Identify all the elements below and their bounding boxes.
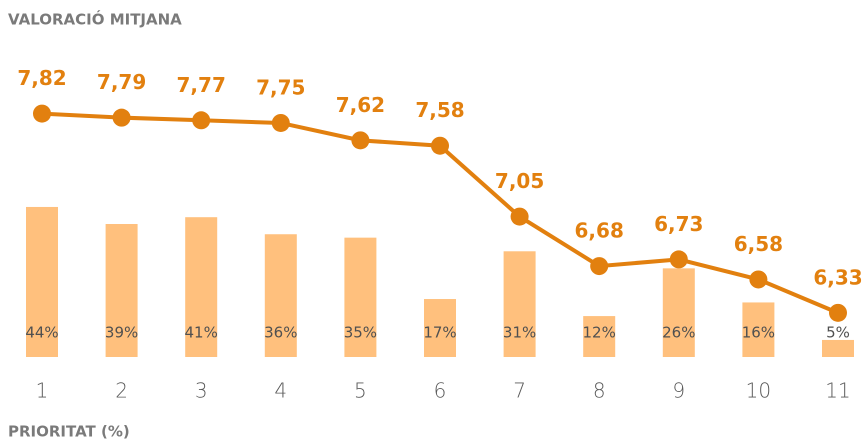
x-tick-label: 2 xyxy=(115,379,128,403)
bar xyxy=(264,234,297,357)
line-point xyxy=(431,136,449,155)
line-point xyxy=(590,257,609,276)
line-point xyxy=(829,303,847,322)
bar-value-label: 36% xyxy=(264,324,297,342)
x-tick-label: 6 xyxy=(434,379,447,403)
bar-value-label: 17% xyxy=(423,324,456,342)
x-tick-label: 10 xyxy=(746,379,771,403)
line-value-label: 7,82 xyxy=(17,66,66,90)
bar xyxy=(26,206,58,357)
bar-value-label: 39% xyxy=(105,324,138,342)
bar-value-label: 35% xyxy=(344,324,377,342)
x-tick-label: 3 xyxy=(195,379,208,403)
line-point xyxy=(351,131,370,150)
bar-value-label: 41% xyxy=(185,324,218,342)
bar-value-label: 31% xyxy=(503,324,536,342)
line-value-label: 7,79 xyxy=(97,70,146,94)
bar-value-label: 44% xyxy=(25,324,58,342)
bar-series-title: PRIORITAT (%) xyxy=(8,423,130,441)
line-value-label: 6,33 xyxy=(813,265,862,289)
x-tick-label: 9 xyxy=(672,379,685,403)
line-value-label: 7,62 xyxy=(336,93,385,117)
line-point xyxy=(271,113,290,132)
line-point xyxy=(112,108,131,127)
bar xyxy=(742,302,775,357)
bar xyxy=(503,251,536,357)
line-value-label: 7,58 xyxy=(415,98,464,122)
line-value-label: 6,73 xyxy=(654,212,703,236)
line-series-title: VALORACIÓ MITJANA xyxy=(8,10,182,29)
bar xyxy=(822,339,854,357)
bar xyxy=(662,268,695,357)
line-point xyxy=(192,111,211,130)
x-tick-label: 8 xyxy=(593,379,606,403)
line-point xyxy=(749,270,768,289)
line-point xyxy=(669,250,688,269)
line-point xyxy=(510,207,529,226)
line-value-label: 7,77 xyxy=(177,73,226,97)
bar xyxy=(185,217,218,357)
x-tick-label: 4 xyxy=(274,379,287,403)
x-tick-label: 7 xyxy=(513,379,526,403)
line-value-label: 6,68 xyxy=(575,219,624,243)
bar xyxy=(105,224,138,357)
bar-value-label: 26% xyxy=(662,324,695,342)
bar xyxy=(424,299,456,357)
line-value-label: 7,75 xyxy=(256,75,305,99)
x-tick-label: 5 xyxy=(354,379,367,403)
bar-value-label: 12% xyxy=(583,324,616,342)
line-value-label: 7,05 xyxy=(495,169,544,193)
bar xyxy=(583,316,616,357)
bar-value-label: 16% xyxy=(742,324,775,342)
bar xyxy=(344,237,377,357)
x-tick-label: 1 xyxy=(36,379,49,403)
x-tick-label: 11 xyxy=(825,379,850,403)
bar-value-label: 5% xyxy=(826,324,850,342)
line-point xyxy=(33,104,51,123)
line-value-label: 6,58 xyxy=(734,232,783,256)
